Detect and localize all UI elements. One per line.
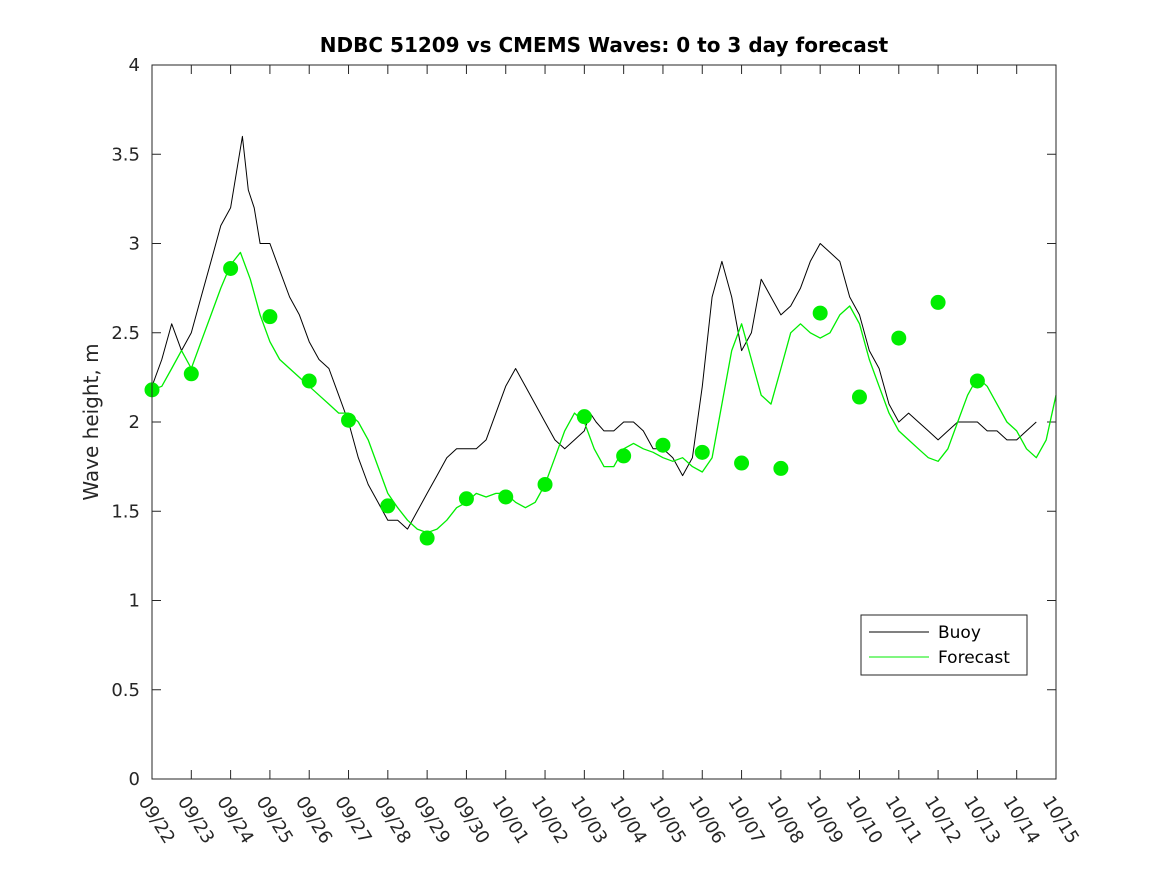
- forecast-marker: [301, 373, 317, 389]
- forecast-marker: [616, 448, 632, 464]
- x-tick-label: 10/05: [645, 793, 690, 848]
- forecast-marker: [341, 412, 357, 428]
- x-tick-label: 10/12: [920, 793, 965, 848]
- forecast-marker: [891, 330, 907, 346]
- x-tick-label: 10/03: [566, 793, 611, 848]
- y-tick-label: 2: [129, 412, 140, 433]
- y-tick-label: 1: [129, 591, 140, 612]
- forecast-marker: [537, 476, 553, 492]
- y-axis: 0 0.5 1 1.5 2 2.5 3 3.5 4: [111, 55, 1056, 790]
- forecast-marker: [655, 437, 671, 453]
- x-tick-label: 10/10: [841, 793, 886, 848]
- x-tick-label: 10/14: [998, 793, 1043, 848]
- x-tick-label: 10/09: [802, 793, 847, 848]
- x-tick-label: 10/01: [487, 793, 532, 848]
- legend-box: [860, 614, 1028, 676]
- x-tick-label: 10/11: [881, 793, 926, 848]
- y-tick-label: 1.5: [111, 501, 140, 522]
- x-tick-label: 10/02: [527, 793, 572, 848]
- forecast-marker: [262, 309, 278, 325]
- forecast-marker: [851, 389, 867, 405]
- y-tick-label: 4: [129, 55, 140, 76]
- x-tick-label: 09/25: [252, 793, 297, 848]
- forecast-marker: [576, 409, 592, 425]
- forecast-marker: [458, 491, 474, 507]
- x-tick-label: 09/24: [212, 793, 257, 848]
- x-tick-label: 10/04: [605, 793, 650, 848]
- x-tick-label: 10/13: [959, 793, 1004, 848]
- legend-forecast-label: Forecast: [938, 648, 1010, 668]
- x-tick-label: 10/15: [1038, 793, 1083, 848]
- y-axis-label: Wave height, m: [79, 343, 103, 500]
- forecast-marker: [183, 366, 199, 382]
- legend-buoy-label: Buoy: [938, 623, 981, 643]
- forecast-marker: [812, 305, 828, 321]
- forecast-marker: [969, 373, 985, 389]
- forecast-marker: [773, 460, 789, 476]
- x-tick-label: 09/26: [291, 793, 336, 848]
- plot-frame: [151, 64, 1057, 780]
- forecast-marker: [498, 489, 514, 505]
- x-tick-label: 09/29: [409, 793, 454, 848]
- y-tick-label: 0: [129, 769, 140, 790]
- x-tick-label: 09/30: [448, 793, 493, 848]
- x-tick-label: 10/08: [763, 793, 808, 848]
- y-tick-label: 3.5: [111, 144, 140, 165]
- forecast-marker: [223, 260, 239, 276]
- y-tick-label: 0.5: [111, 680, 140, 701]
- y-tick-label: 2.5: [111, 323, 140, 344]
- series-layer: [144, 135, 1057, 546]
- chart-title: NDBC 51209 vs CMEMS Waves: 0 to 3 day fo…: [320, 33, 889, 57]
- x-tick-label: 09/27: [330, 793, 375, 848]
- x-tick-label: 10/06: [684, 793, 729, 848]
- x-tick-label: 09/22: [134, 793, 179, 848]
- legend: Buoy Forecast: [860, 614, 1028, 676]
- y-tick-label: 3: [129, 234, 140, 255]
- x-tick-label: 10/07: [723, 793, 768, 848]
- forecast-marker: [694, 444, 710, 460]
- forecast-marker: [734, 455, 750, 471]
- x-tick-label: 09/28: [370, 793, 415, 848]
- forecast-marker: [930, 294, 946, 310]
- x-tick-label: 09/23: [173, 793, 218, 848]
- forecast-marker: [380, 498, 396, 514]
- forecast-marker: [419, 530, 435, 546]
